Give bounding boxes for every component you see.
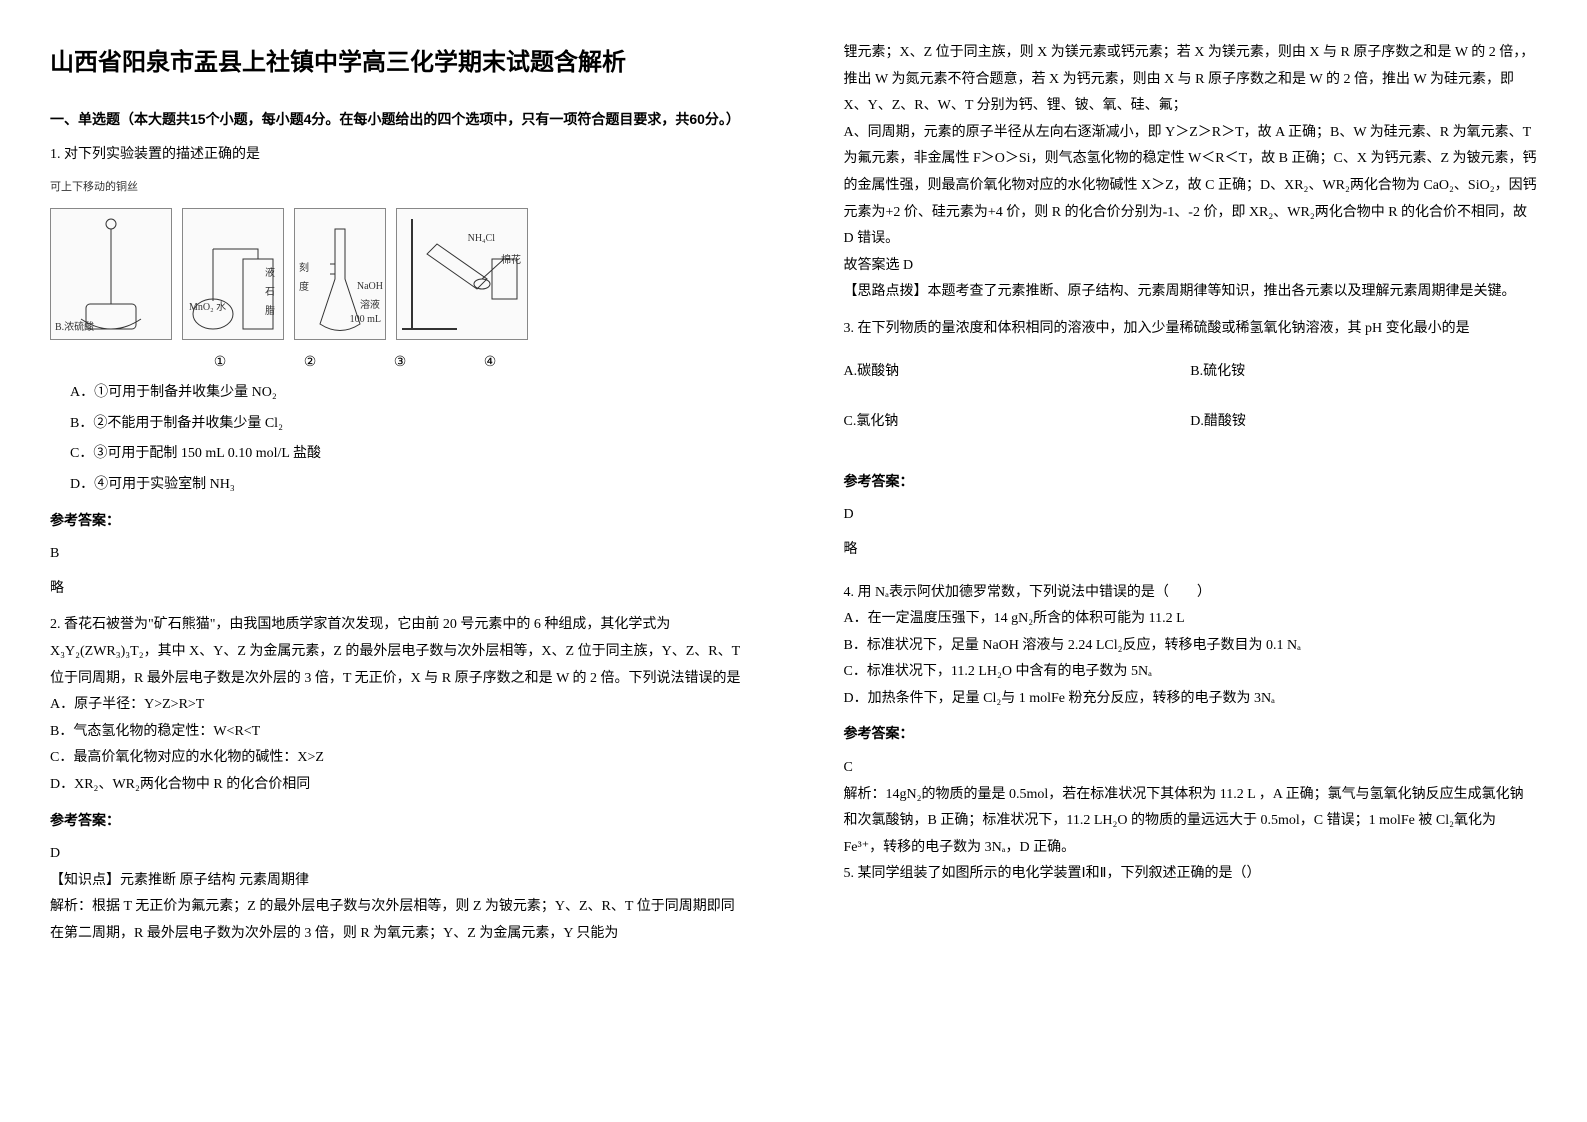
q2-option-d: D．XR₂、WR₂两化合物中 R 的化合价相同 [50,772,744,799]
q2-explanation-p3: A、同周期，元素的原子半径从左向右逐渐减小，即 Y＞Z＞R＞T，故 A 正确；B… [844,120,1538,253]
q1-diagram-row: B.浓硫酸 MnO₂ 水 液 石 腊 刻 度 NaOH 溶液 100 mL [50,208,744,340]
page-title: 山西省阳泉市盂县上社镇中学高三化学期末试题含解析 [50,40,744,86]
q1-label-1: ① [180,350,260,377]
q2-explanation-p4: 故答案选 D [844,253,1538,280]
q3-stem: 3. 在下列物质的量浓度和体积相同的溶液中，加入少量稀硫酸或稀氢氧化钠溶液，其 … [844,316,1538,343]
q2-explanation-p1: 解析：根据 T 无正价为氟元素；Z 的最外层电子数与次外层相等，则 Z 为铍元素… [50,894,744,947]
q4-answer: C [844,755,1538,782]
q3-option-c: C.氯化钠 [844,409,1191,436]
q1-diagram-4: NH₄Cl 棉花 [396,208,528,340]
q3-answer-extra: 略 [844,537,1538,564]
q3-option-a: A.碳酸钠 [844,359,1191,386]
q1-diagram-hint: 可上下移动的铜丝 [50,177,744,198]
q1-answer: B [50,541,744,568]
q2-stem: 2. 香花石被誉为"矿石熊猫"，由我国地质学家首次发现，它由前 20 号元素中的… [50,612,744,692]
q4-option-c: C．标准状况下，11.2 LH₂O 中含有的电子数为 5Nₐ [844,659,1538,686]
q5-stem: 5. 某同学组装了如图所示的电化学装置Ⅰ和Ⅱ，下列叙述正确的是（） [844,861,1538,888]
q3-options: A.碳酸钠 B.硫化铵 C.氯化钠 D.醋酸铵 [844,359,1538,460]
q2-knowledge-point: 【知识点】元素推断 原子结构 元素周期律 [50,868,744,895]
q4-answer-label: 参考答案： [844,720,1538,747]
q4-stem: 4. 用 Nₐ表示阿伏加德罗常数，下列说法中错误的是（ ） [844,580,1538,607]
q1-diagram-2: MnO₂ 水 液 石 腊 [182,208,284,340]
q1-option-a: A．①可用于制备并收集少量 NO₂ [70,380,744,407]
q1-d4-label: NH₄Cl [468,229,495,248]
q2-option-b: B．气态氢化物的稳定性：W<R<T [50,719,744,746]
right-column: 锂元素；X、Z 位于同主族，则 X 为镁元素或钙元素；若 X 为镁元素，则由 X… [794,0,1587,1122]
q1-label-3: ③ [360,350,440,377]
section-heading: 一、单选题（本大题共15个小题，每小题4分。在每小题给出的四个选项中，只有一项符… [50,106,744,133]
q3-option-d: D.醋酸铵 [1190,409,1537,436]
q3-answer-label: 参考答案： [844,468,1538,495]
q1-d3-label: 刻 度 [299,259,309,297]
q1-diagram-3: 刻 度 NaOH 溶液 100 mL [294,208,386,340]
q4-option-d: D．加热条件下，足量 Cl₂与 1 molFe 粉充分反应，转移的电子数为 3N… [844,686,1538,713]
q3-answer: D [844,502,1538,529]
q1-label-4: ④ [450,350,530,377]
q1-answer-extra: 略 [50,576,744,603]
q1-answer-label: 参考答案： [50,507,744,534]
q2-option-a: A．原子半径：Y>Z>R>T [50,692,744,719]
q4-option-a: A．在一定温度压强下，14 gN₂所含的体积可能为 11.2 L [844,606,1538,633]
q1-diagram-1: B.浓硫酸 [50,208,172,340]
q4-explanation: 解析：14gN₂的物质的量是 0.5mol，若在标准状况下其体积为 11.2 L… [844,782,1538,862]
q2-tip: 【思路点拨】本题考查了元素推断、原子结构、元素周期律等知识，推出各元素以及理解元… [844,279,1538,306]
q1-diagram-labels: ① ② ③ ④ [180,350,744,377]
q1-option-b: B．②不能用于制备并收集少量 Cl₂ [70,411,744,438]
q2-answer-label: 参考答案： [50,807,744,834]
q1-d2-label: MnO₂ 水 [189,298,226,317]
q2-explanation-p2: 锂元素；X、Z 位于同主族，则 X 为镁元素或钙元素；若 X 为镁元素，则由 X… [844,40,1538,120]
q3-option-b: B.硫化铵 [1190,359,1537,386]
q1-d2-label2: 液 石 腊 [265,264,275,321]
q4-option-b: B．标准状况下，足量 NaOH 溶液与 2.24 LCl₂反应，转移电子数目为 … [844,633,1538,660]
tube-stand-icon [397,209,527,339]
q1-d3-label3: 100 mL [350,310,381,329]
q1-d1-label: B.浓硫酸 [55,318,94,337]
q2-answer: D [50,841,744,868]
q2-option-c: C．最高价氧化物对应的水化物的碱性：X>Z [50,745,744,772]
left-column: 山西省阳泉市盂县上社镇中学高三化学期末试题含解析 一、单选题（本大题共15个小题… [0,0,794,1122]
q1-label-2: ② [270,350,350,377]
q1-option-d: D．④可用于实验室制 NH₃ [70,472,744,499]
q1-stem: 1. 对下列实验装置的描述正确的是 [50,142,744,169]
q1-option-c: C．③可用于配制 150 mL 0.10 mol/L 盐酸 [70,441,744,468]
q1-d4-label2: 棉花 [501,251,521,270]
